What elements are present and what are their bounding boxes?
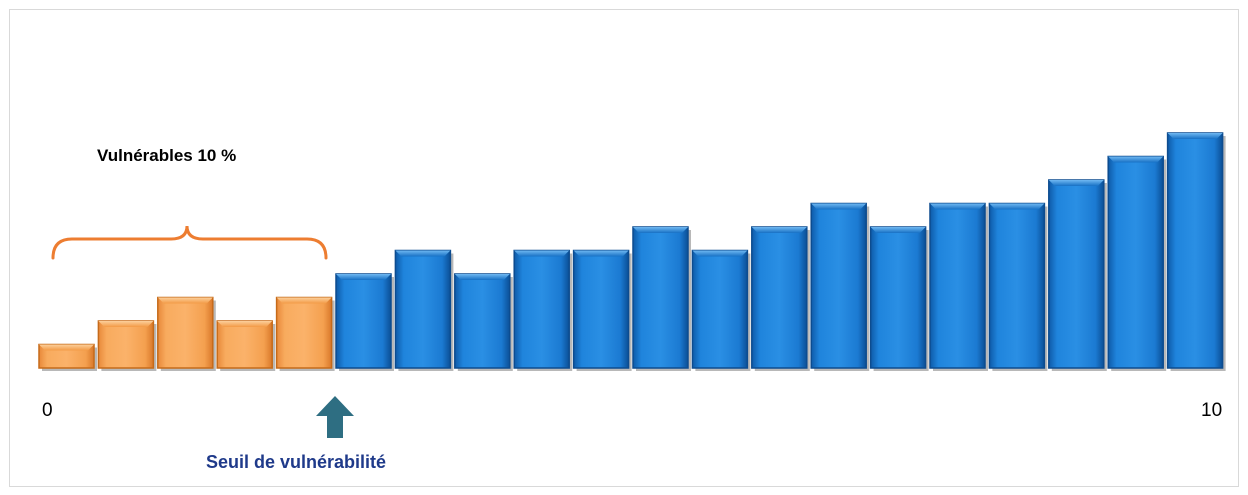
bar-body — [454, 273, 511, 369]
bar-bevel — [751, 227, 807, 233]
bar-bevel — [454, 274, 510, 280]
bar-body — [988, 202, 1046, 369]
bar-bevel — [98, 321, 154, 327]
bar-bevel — [930, 203, 985, 210]
vulnerable-bar — [275, 296, 335, 371]
bar — [929, 202, 988, 371]
bar-bevel — [514, 250, 570, 257]
bar-body — [335, 273, 392, 369]
bar-body — [572, 249, 630, 369]
bar-body — [1107, 155, 1164, 369]
bar-bevel — [1108, 156, 1164, 163]
bar — [394, 249, 454, 371]
bar-body — [869, 226, 927, 369]
vulnerable-bar — [157, 296, 216, 371]
bar — [691, 249, 751, 371]
bar-body — [810, 202, 867, 369]
bar-bevel — [573, 250, 629, 257]
bar-bevel — [157, 297, 213, 304]
bar-body — [97, 320, 155, 369]
bar — [572, 249, 632, 371]
bar — [869, 226, 929, 371]
bar-bevel — [336, 274, 391, 280]
bar-bevel — [811, 203, 867, 210]
bar — [454, 273, 513, 371]
axis-min-label: 0 — [42, 400, 53, 421]
threshold-arrow-icon — [316, 396, 354, 438]
vulnerable-bar — [38, 343, 97, 371]
bar-body — [929, 202, 986, 369]
bar — [1166, 132, 1226, 371]
bar — [1107, 155, 1167, 371]
bar-body — [751, 226, 808, 369]
bar-bevel — [395, 250, 451, 257]
bar — [335, 273, 394, 371]
bar-body — [691, 249, 749, 369]
bar-body — [1166, 132, 1224, 369]
bar-bevel — [1048, 180, 1104, 186]
bar-bevel — [217, 321, 273, 327]
bar — [988, 202, 1048, 371]
bar-body — [513, 249, 570, 369]
bar — [810, 202, 870, 371]
bar — [632, 226, 691, 371]
bar — [751, 226, 810, 371]
vulnerable-bar — [216, 320, 276, 371]
bar-body — [157, 296, 214, 369]
vulnerable-group-label: Vulnérables 10 % — [97, 146, 237, 165]
vulnerable-group-brace — [51, 225, 328, 260]
vulnerability-threshold-label: Seuil de vulnérabilité — [206, 452, 387, 472]
bar — [1048, 179, 1107, 371]
bar-bevel — [870, 227, 926, 233]
bar — [513, 249, 573, 371]
bar-body — [275, 296, 333, 369]
bar-bevel — [1167, 133, 1223, 139]
bar-bevel — [276, 297, 332, 304]
bar-body — [394, 249, 452, 369]
bar-bevel — [692, 250, 748, 257]
bar-bevel — [633, 227, 688, 233]
bar-body — [216, 320, 273, 369]
vulnerable-bar — [97, 320, 157, 371]
bar-bevel — [39, 344, 94, 351]
bar-body — [632, 226, 689, 369]
axis-max-label: 10 — [1201, 400, 1223, 421]
bar-bevel — [989, 203, 1045, 210]
bar-body — [1048, 179, 1105, 369]
